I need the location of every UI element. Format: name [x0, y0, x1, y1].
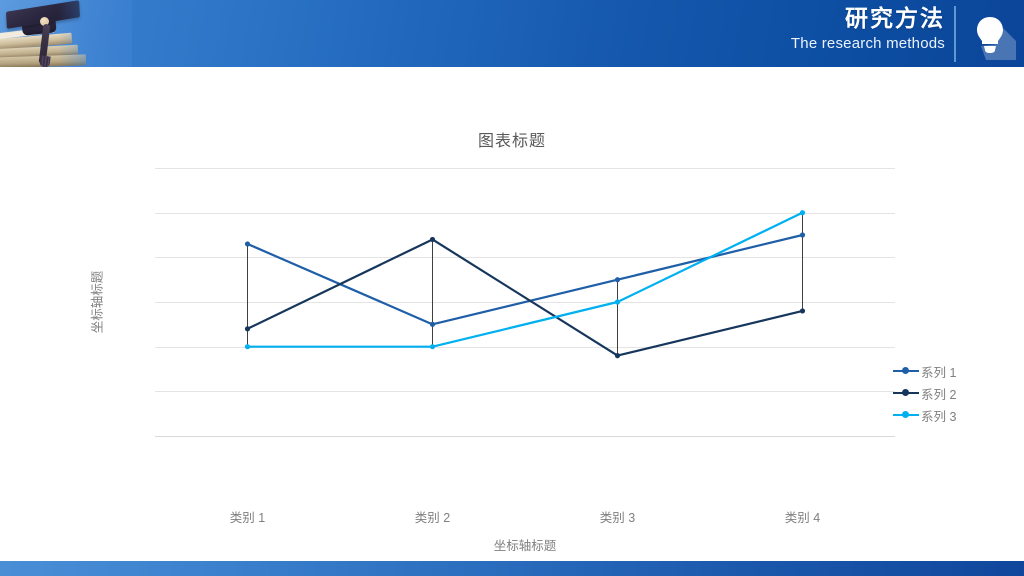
legend-marker-icon — [893, 366, 919, 376]
gridline — [155, 168, 895, 169]
header-title-cn: 研究方法 — [845, 5, 945, 31]
x-tick-label: 类别 1 — [229, 511, 266, 525]
data-point-marker[interactable] — [429, 321, 436, 327]
line-chart[interactable]: 图表标题 6543210 坐标轴标题 类别 1类别 2类别 3类别 4 坐标轴标… — [0, 67, 1024, 561]
slide-header-banner: 研究方法 The research methods — [0, 0, 1024, 67]
plot-area — [155, 168, 895, 437]
data-point-marker[interactable] — [429, 236, 436, 243]
legend-item[interactable]: 系列 1 — [893, 360, 1013, 382]
data-point-marker[interactable] — [244, 344, 251, 350]
data-point-marker[interactable] — [614, 299, 621, 305]
slide-footer-bar — [0, 561, 1024, 576]
data-point-marker[interactable] — [614, 277, 621, 283]
legend-item[interactable]: 系列 2 — [893, 382, 1013, 404]
data-point-marker[interactable] — [244, 326, 251, 332]
legend-marker-icon — [893, 410, 919, 420]
data-point-marker[interactable] — [429, 344, 436, 350]
legend-item[interactable]: 系列 3 — [893, 404, 1013, 426]
y-axis-title: 坐标轴标题 — [90, 270, 105, 334]
gridline — [155, 391, 895, 393]
x-axis-title: 坐标轴标题 — [493, 539, 557, 553]
series-line[interactable] — [247, 238, 803, 357]
x-tick-label: 类别 4 — [784, 511, 821, 525]
data-point-marker[interactable] — [799, 210, 806, 216]
chart-title: 图表标题 — [477, 133, 546, 150]
data-point-marker[interactable] — [799, 232, 806, 238]
series-lines — [244, 210, 806, 359]
lightbulb-icon — [964, 8, 1016, 60]
legend-label: 系列 2 — [921, 387, 957, 402]
legend-label: 系列 3 — [921, 409, 957, 424]
series-line[interactable] — [247, 211, 803, 348]
data-point-marker[interactable] — [614, 353, 621, 359]
header-title-en: The research methods — [790, 35, 945, 52]
data-point-marker[interactable] — [244, 241, 251, 247]
header-title-group: 研究方法 The research methods — [791, 3, 945, 55]
data-point-marker[interactable] — [799, 308, 806, 314]
x-axis-tick-labels: 类别 1 类别 2 类别 3 类别 4 — [155, 507, 895, 527]
series-line[interactable] — [247, 233, 803, 326]
header-vertical-divider — [954, 6, 956, 62]
chart-legend[interactable]: 系列 1 系列 2 系列 3 — [893, 360, 1013, 426]
photo-gradient-fade — [0, 0, 132, 67]
legend-label: 系列 1 — [921, 365, 957, 380]
gridline — [155, 346, 895, 348]
x-tick-label: 类别 2 — [414, 511, 451, 525]
gridline — [155, 257, 895, 259]
gridline — [155, 212, 895, 214]
legend-marker-icon — [893, 388, 919, 398]
x-axis-baseline — [155, 436, 895, 437]
header-photo-graduation-books — [0, 0, 132, 67]
x-tick-label: 类别 3 — [599, 511, 636, 525]
